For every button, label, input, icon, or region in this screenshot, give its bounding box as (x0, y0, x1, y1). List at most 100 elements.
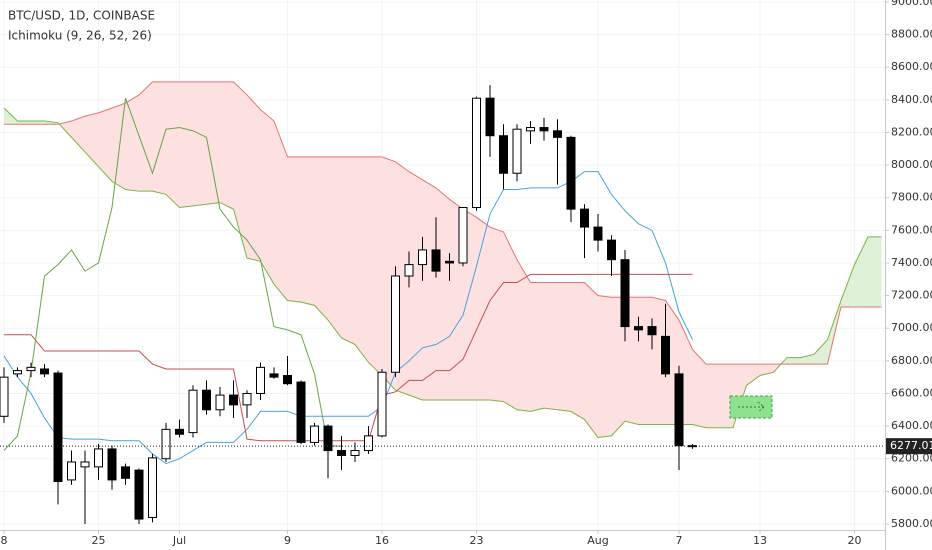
candle-body (404, 264, 414, 277)
cloud (31, 121, 45, 125)
candle-body (661, 335, 670, 375)
cloud (409, 171, 423, 400)
candle-body (674, 373, 684, 447)
cloud (584, 282, 598, 438)
cloud (4, 107, 18, 125)
y-tick-label: 9000.00 (891, 0, 932, 8)
candle-body (67, 461, 76, 481)
projection-marker (729, 395, 773, 419)
y-tick-label: 6200.00 (891, 452, 932, 465)
indicator-line (4, 81, 882, 365)
cloud (517, 259, 531, 412)
candle-body (688, 445, 697, 448)
candle-body (418, 249, 427, 266)
marker-arrow (738, 401, 765, 413)
x-tick-label: Jul (172, 534, 186, 547)
candle-body (310, 425, 319, 443)
cloud (787, 357, 801, 365)
candle-body (566, 136, 576, 210)
cloud (436, 187, 450, 400)
cloud (98, 107, 112, 182)
indicator-line (3, 107, 882, 439)
candle-body (94, 448, 103, 468)
candle-body (350, 450, 360, 456)
candle-body (499, 135, 508, 174)
cloud (85, 112, 99, 167)
cloud (301, 156, 315, 306)
candle-body (134, 469, 144, 520)
candle-body (256, 366, 265, 394)
cloud (638, 297, 652, 425)
candle-body (0, 376, 9, 417)
x-tick-label: 23 (470, 534, 484, 547)
cloud (490, 227, 504, 402)
y-tick-label: 6000.00 (891, 484, 932, 497)
indicator-line (3, 98, 342, 451)
cloud (611, 297, 625, 436)
cloud (260, 109, 274, 285)
y-tick-label: 7800.00 (891, 191, 932, 204)
cloud (692, 349, 706, 428)
cloud (287, 156, 301, 303)
candle-body (121, 466, 130, 479)
candle-body (283, 375, 292, 385)
candle-body (161, 428, 171, 460)
cloud (706, 364, 720, 428)
x-tick-label: 8 (1, 534, 8, 547)
cloud (814, 339, 828, 365)
candle-body (296, 381, 306, 443)
indicator-line (3, 171, 693, 465)
cloud (800, 354, 814, 365)
candle-body (80, 461, 90, 468)
y-tick-label: 6400.00 (891, 419, 932, 432)
candle-body (512, 128, 522, 174)
candle-body (13, 370, 22, 375)
candle-body (175, 428, 184, 435)
candle-body (580, 208, 589, 228)
y-tick-label: 8000.00 (891, 158, 932, 171)
cloud (368, 156, 382, 376)
x-tick-label: Aug (587, 534, 608, 547)
last-price-box (886, 438, 932, 455)
candle-body (620, 259, 630, 328)
cloud (247, 94, 261, 262)
cloud (355, 156, 369, 363)
candle-body (242, 392, 252, 406)
cloud (571, 282, 585, 420)
candle-body (53, 372, 63, 483)
candle-body (377, 371, 387, 437)
y-tick-label: 6600.00 (891, 386, 932, 399)
cloud (476, 217, 490, 400)
cloud (152, 81, 166, 195)
candle-body (107, 448, 117, 481)
y-tick-label: 8400.00 (891, 93, 932, 106)
cloud (530, 282, 544, 412)
cloud (841, 264, 855, 308)
candle-body (40, 368, 49, 375)
candle-body (323, 425, 333, 452)
cloud (314, 156, 328, 321)
cloud (233, 81, 247, 259)
cloud (71, 116, 85, 153)
cloud (557, 282, 571, 412)
candle-body (539, 127, 549, 132)
candle-body (269, 373, 279, 378)
candle-body (229, 394, 238, 406)
cloud (868, 236, 882, 308)
cloud (17, 121, 31, 125)
chart-subtitle: Ichimoku (9, 26, 52, 26) (8, 29, 152, 43)
candle-body (634, 326, 643, 331)
candle-body (391, 275, 400, 373)
y-tick-label: 7000.00 (891, 321, 932, 334)
candle-body (472, 97, 481, 208)
cloud (59, 121, 72, 138)
candle-body (485, 97, 495, 137)
cloud (422, 179, 436, 400)
y-tick-label: 7400.00 (891, 256, 932, 269)
x-tick-label: 20 (848, 534, 862, 547)
plot-area (0, 81, 885, 524)
x-tick-label: 25 (92, 534, 106, 547)
cloud (125, 94, 139, 192)
